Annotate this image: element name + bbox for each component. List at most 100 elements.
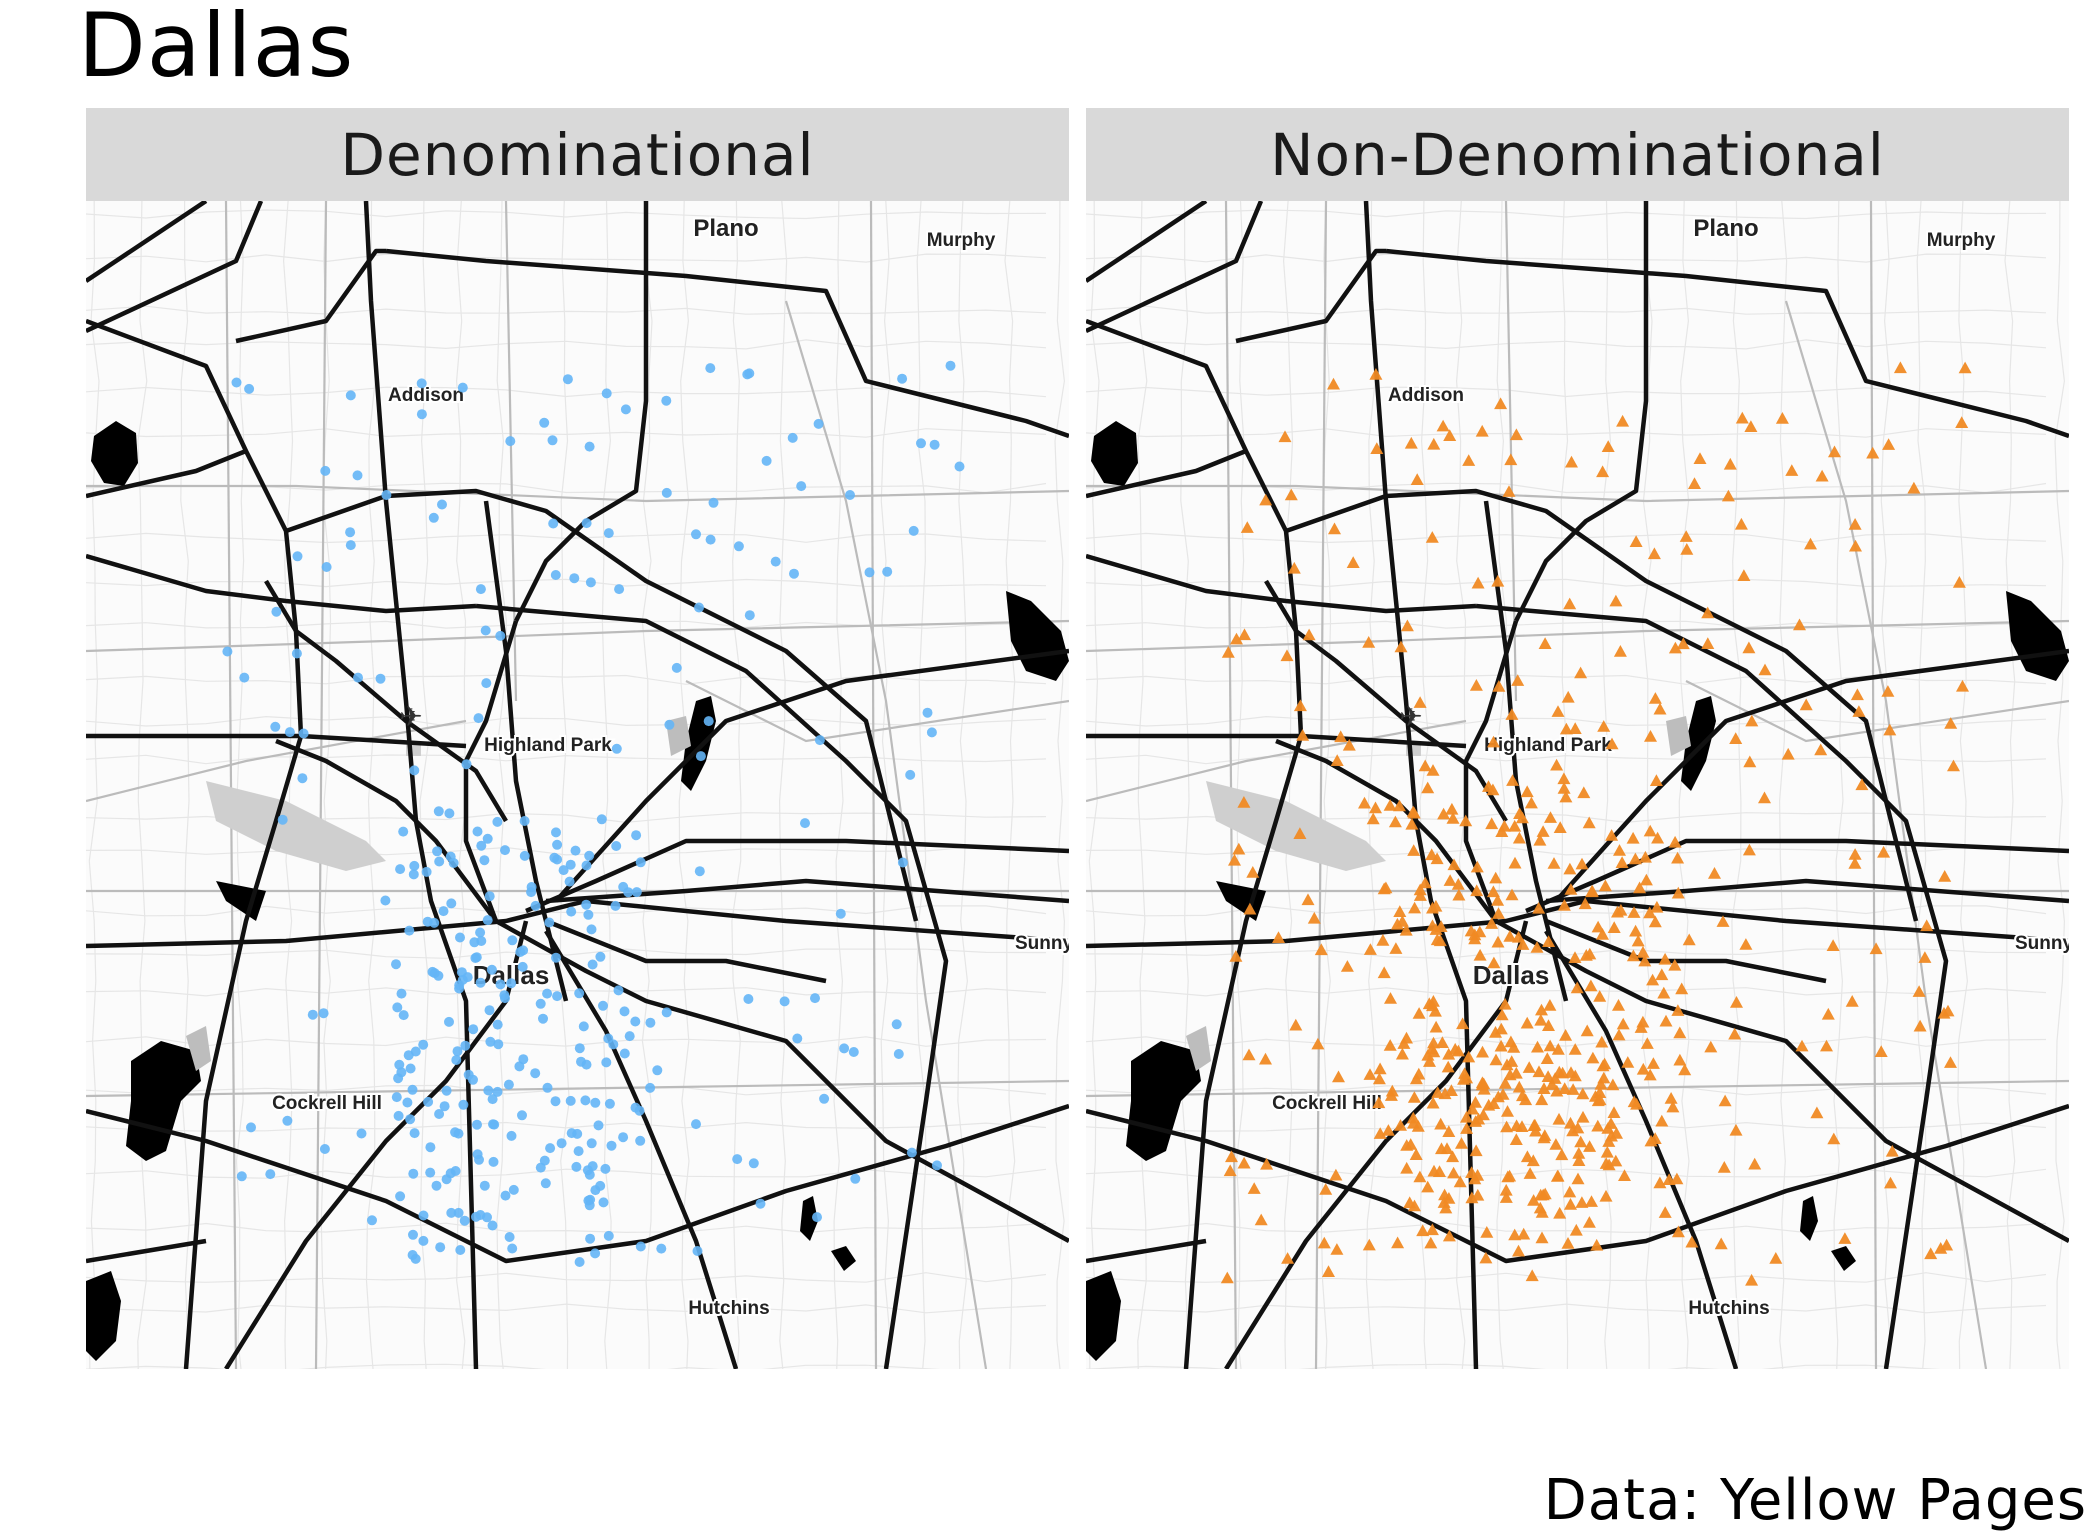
church-point: [1317, 1236, 1331, 1249]
water-body: [1086, 1271, 1121, 1361]
church-point: [618, 1132, 629, 1143]
church-point: [1536, 825, 1550, 837]
church-point: [1662, 1173, 1676, 1185]
church-point: [1397, 1037, 1411, 1049]
church-point: [1314, 943, 1328, 956]
church-point: [482, 1212, 492, 1223]
church-point: [1451, 1044, 1465, 1057]
church-point: [407, 1250, 418, 1260]
church-point: [1418, 876, 1432, 889]
church-point: [566, 906, 577, 917]
church-point: [610, 900, 621, 911]
church-point: [1492, 907, 1505, 919]
church-point: [810, 993, 820, 1004]
arterial-road: [1086, 484, 2069, 503]
church-point: [1708, 867, 1721, 879]
church-point: [800, 818, 810, 829]
church-point: [845, 490, 855, 500]
minor-street: [1086, 1303, 2047, 1314]
highway: [86, 1103, 1069, 1264]
map-denominational[interactable]: Plano Murphy Addison Highland Park Dallas Sun…: [86, 201, 1069, 1369]
church-point: [1629, 924, 1643, 937]
church-point: [418, 1210, 429, 1221]
highway: [1545, 918, 1827, 984]
church-point: [1586, 1051, 1600, 1064]
highway: [1086, 201, 1264, 334]
church-point: [391, 1092, 402, 1103]
church-point: [1639, 873, 1653, 886]
church-point: [1742, 843, 1756, 856]
church-point: [1426, 764, 1440, 776]
church-point: [545, 1143, 556, 1154]
church-point: [1557, 899, 1571, 911]
church-point: [1230, 632, 1243, 645]
church-point: [570, 845, 581, 856]
church-point: [1693, 452, 1707, 464]
church-point: [1413, 889, 1427, 901]
place-label-plano: Plano: [1693, 215, 1758, 242]
church-point: [1555, 1148, 1569, 1161]
church-point: [1595, 1035, 1609, 1048]
church-point: [1613, 844, 1626, 856]
church-point: [530, 1068, 541, 1079]
church-point: [1409, 1148, 1423, 1160]
church-point: [486, 964, 497, 975]
minor-street: [86, 948, 1047, 959]
church-point: [1591, 1094, 1605, 1107]
church-point: [1540, 1052, 1554, 1064]
church-point: [1874, 1045, 1888, 1057]
church-point: [691, 529, 701, 540]
minor-street: [1235, 201, 1245, 1369]
church-point: [694, 866, 705, 877]
church-point: [1405, 817, 1419, 830]
church-point: [1571, 1172, 1585, 1185]
church-point: [1591, 1119, 1605, 1132]
arterial-road: [1504, 201, 1518, 702]
church-point: [1447, 858, 1461, 871]
church-point: [1570, 981, 1584, 994]
church-point: [1685, 1235, 1699, 1248]
church-point: [1827, 1132, 1841, 1145]
church-point: [1591, 920, 1605, 933]
place-label-addison: Addison: [388, 385, 464, 406]
church-point: [661, 395, 672, 406]
church-point: [1363, 943, 1377, 955]
church-point: [391, 959, 401, 970]
place-label-cockrell-hill: Cockrell Hill: [272, 1093, 382, 1114]
minor-street: [86, 845, 1047, 856]
highway: [1363, 201, 1479, 1369]
church-point: [1369, 368, 1383, 380]
church-point: [453, 1207, 464, 1218]
church-point: [1549, 1138, 1563, 1150]
church-point: [1238, 628, 1251, 641]
church-point: [1500, 1120, 1514, 1133]
church-point: [460, 1040, 471, 1051]
church-point: [392, 1002, 403, 1013]
church-point: [1363, 1068, 1377, 1080]
church-point: [1498, 1077, 1512, 1089]
church-point: [398, 1010, 409, 1021]
map-non-denominational[interactable]: Plano Murphy Addison Highland Park Dallas Sun…: [1086, 201, 2069, 1369]
church-point: [601, 388, 612, 399]
church-point: [1293, 827, 1307, 839]
church-point: [600, 1163, 611, 1174]
church-point: [438, 906, 449, 917]
church-point: [595, 1180, 606, 1191]
water-body: [206, 781, 386, 871]
highway: [1554, 648, 2069, 903]
church-point: [1793, 618, 1806, 631]
highway: [1285, 488, 1919, 922]
church-point: [1254, 1213, 1268, 1226]
church-point: [1407, 1091, 1421, 1103]
church-point: [1606, 1078, 1620, 1091]
church-point: [297, 773, 308, 784]
church-point: [1944, 717, 1958, 729]
church-point: [691, 1119, 701, 1130]
church-point: [282, 1115, 293, 1126]
minor-street: [1365, 201, 1376, 1369]
church-point: [1393, 905, 1407, 917]
church-point: [1653, 702, 1667, 715]
church-point: [1575, 1196, 1589, 1208]
church-point: [1611, 905, 1624, 918]
church-point: [1390, 917, 1404, 930]
